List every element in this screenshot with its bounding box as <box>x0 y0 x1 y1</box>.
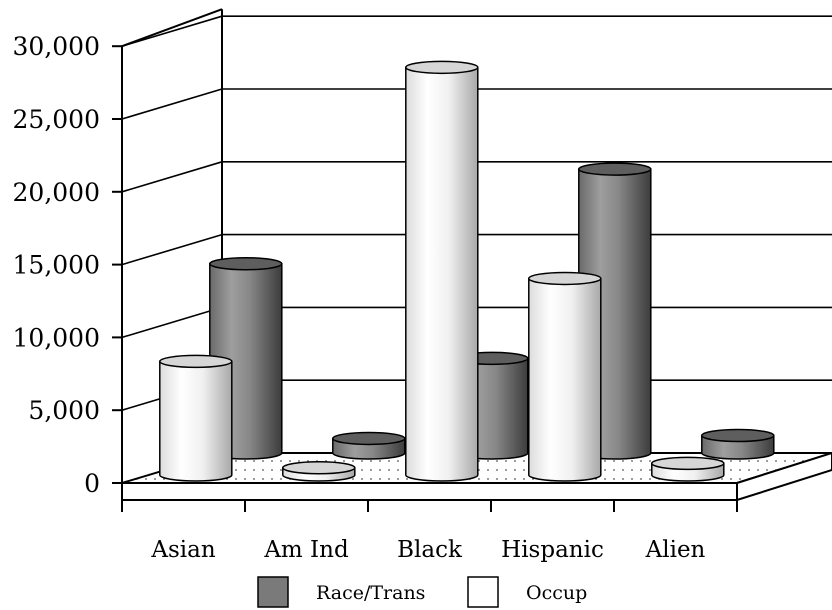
category-label: Am Ind <box>263 537 349 563</box>
y-tick-label: 10,000 <box>13 323 100 352</box>
y-tick-label: 15,000 <box>13 251 100 280</box>
y-tick-label: 5,000 <box>28 396 100 425</box>
legend-item: Race/Trans <box>257 576 425 608</box>
gridline-side <box>121 15 223 47</box>
left-wall-top-edge <box>121 8 223 48</box>
legend-label: Race/Trans <box>316 582 425 604</box>
floor-side-edge <box>736 451 832 502</box>
gridline-side <box>121 88 223 120</box>
category-label: Black <box>397 537 463 563</box>
legend-swatch <box>257 576 289 608</box>
legend-label: Occup <box>526 582 587 604</box>
y-tick-label: 0 <box>84 469 100 498</box>
bar-occup <box>651 456 725 482</box>
category-label: Alien <box>645 537 706 563</box>
y-tick-label: 20,000 <box>13 178 100 207</box>
legend-item: Occup <box>467 576 587 608</box>
gridline-side <box>121 161 223 193</box>
category-label: Hispanic <box>501 537 604 563</box>
bar-occup <box>159 354 233 482</box>
bar-occup <box>405 60 479 482</box>
gridline-side <box>121 233 223 266</box>
bar-race-trans <box>332 431 406 460</box>
floor-front-edge <box>121 482 738 501</box>
y-tick-label: 30,000 <box>13 32 100 61</box>
legend-swatch <box>467 576 499 608</box>
gridline-side <box>121 306 223 339</box>
category-label: Asian <box>150 537 215 563</box>
chart-bars <box>159 60 775 482</box>
chart-labels: 0 5,000 10,000 15,000 20,000 25,000 30,000 Asia… <box>13 32 706 563</box>
bar-race-trans <box>701 428 775 460</box>
bar-occup <box>282 460 356 482</box>
y-tick-label: 25,000 <box>13 105 100 134</box>
chart-legend: Race/Trans Occup <box>257 576 587 608</box>
bar-occup <box>528 271 602 482</box>
